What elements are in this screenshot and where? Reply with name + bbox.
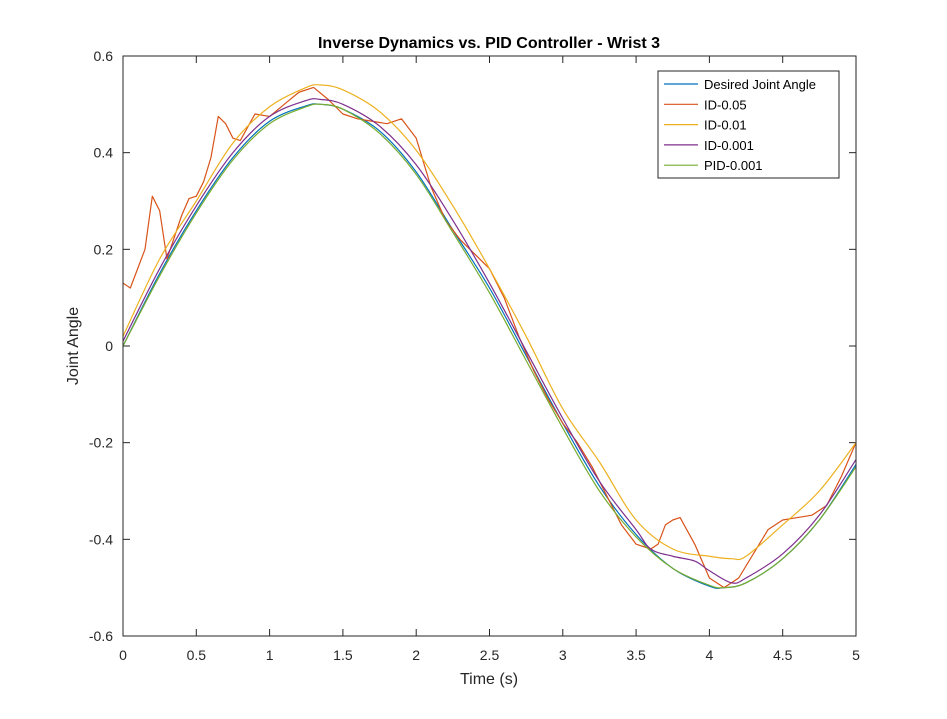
y-tick-label: 0.6 — [94, 48, 114, 64]
x-tick-label: 3.5 — [626, 647, 646, 663]
y-tick-label: 0.2 — [94, 241, 114, 257]
x-tick-label: 1 — [266, 647, 274, 663]
series-lines — [122, 84, 857, 589]
x-axis-label: Time (s) — [460, 671, 518, 688]
x-tick-label: 0 — [119, 647, 127, 663]
legend-label-desired-joint-angle: Desired Joint Angle — [704, 77, 816, 92]
series-line-pid-0-001 — [122, 103, 857, 589]
legend-label-pid-0-001: PID-0.001 — [704, 158, 763, 173]
chart-title: Inverse Dynamics vs. PID Controller - Wr… — [318, 35, 660, 52]
y-tick-label: -0.2 — [89, 435, 113, 451]
x-tick-label: 4.5 — [773, 647, 793, 663]
y-axis-label: Joint Angle — [65, 307, 82, 385]
y-tick-label: -0.4 — [89, 531, 113, 547]
legend-label-id-0-01: ID-0.01 — [704, 118, 747, 133]
y-axis-ticks: -0.6 -0.4 -0.2 0 0.2 0.4 0.6 — [89, 48, 856, 644]
legend-label-id-0-001: ID-0.001 — [704, 138, 754, 153]
x-tick-label: 5 — [852, 647, 860, 663]
x-tick-label: 2.5 — [480, 647, 500, 663]
series-line-id-0-05 — [122, 86, 857, 589]
x-tick-label: 1.5 — [333, 647, 353, 663]
y-tick-label: 0 — [105, 338, 113, 354]
x-tick-label: 0.5 — [187, 647, 207, 663]
legend[interactable]: Desired Joint Angle ID-0.05 ID-0.01 ID-0.00… — [657, 70, 840, 179]
x-axis-ticks: 0 0.5 1 1.5 2 2.5 3 3.5 4 4.5 5 — [119, 56, 860, 663]
plot-box — [122, 55, 857, 637]
series-line-id-0-001 — [122, 98, 857, 584]
series-line-id-0-01 — [122, 84, 857, 561]
x-tick-label: 2 — [412, 647, 420, 663]
y-tick-label: -0.6 — [89, 628, 113, 644]
y-tick-label: 0.4 — [94, 145, 114, 161]
legend-label-id-0-05: ID-0.05 — [704, 97, 747, 112]
x-tick-label: 3 — [559, 647, 567, 663]
x-tick-label: 4 — [706, 647, 714, 663]
